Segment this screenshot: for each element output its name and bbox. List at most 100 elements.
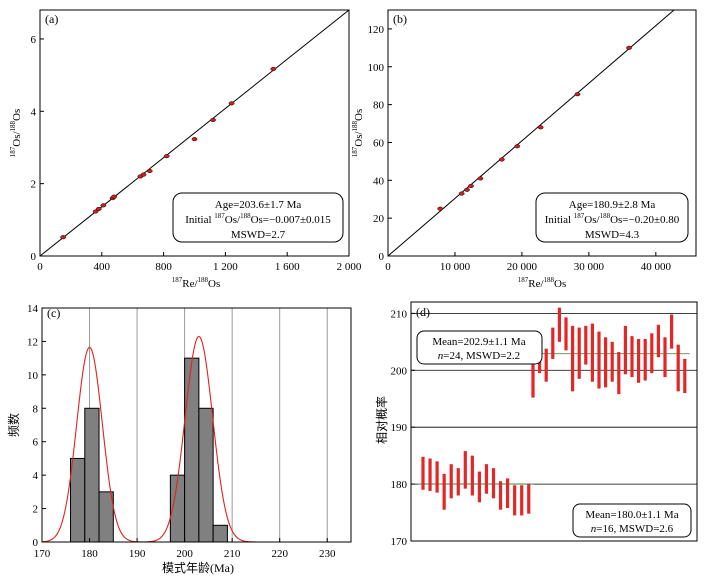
panel-b-x-axis-label: 187Re/188Os xyxy=(518,276,567,290)
panel-d-error-bar xyxy=(670,314,674,349)
panel-d-error-bar xyxy=(435,461,439,493)
panel-d-error-bar xyxy=(637,338,641,383)
panel-a-isochron-line xyxy=(39,9,350,257)
panel-d-error-bar xyxy=(477,471,481,503)
panel-d-y-tick-label: 190 xyxy=(391,422,408,434)
panel-c-bar xyxy=(198,407,214,543)
panel-a-y-axis-label: 187Os/188Os xyxy=(9,109,23,158)
pa-point xyxy=(140,172,147,177)
panel-d-error-bar xyxy=(551,327,555,359)
panel-c-x-tick-label: 230 xyxy=(319,548,336,560)
panel-a-x-axis-label: 187Re/188Os xyxy=(172,276,221,290)
pa-y-tick-label: 4 xyxy=(31,106,37,118)
pb-point xyxy=(468,183,474,189)
pb-x-tick-label: 10 000 xyxy=(440,261,471,273)
svg-text:Initial 187Os/188Os=−0.20±0.80: Initial 187Os/188Os=−0.20±0.80 xyxy=(545,212,680,226)
pb-y-tick-label: 80 xyxy=(373,100,385,112)
panel-d-error-bar xyxy=(683,358,687,394)
panel-d-annotation-lower: Mean=180.0±1.1 Ma n=16, MSWD=2.6 xyxy=(572,503,692,538)
panel-a-annotation: Age=203.6±1.7 Ma Initial 187Os/188Os=−0.… xyxy=(172,192,344,243)
panel-d-mean-lines xyxy=(418,353,690,485)
pa-x-tick-label: 0 xyxy=(37,261,43,273)
panel-d-error-bar xyxy=(544,348,548,382)
panel-b-annotation: Age=180.9±2.8 Ma Initial 187Os/188Os=−0.… xyxy=(535,192,689,243)
panel-c-bars xyxy=(70,357,228,543)
pb-y-tick-label: 120 xyxy=(368,24,385,36)
pb-point xyxy=(574,92,581,97)
pa-point xyxy=(146,168,153,174)
svg-text:MSWD=4.3: MSWD=4.3 xyxy=(585,229,640,241)
panel-c-y-tick-label: 14 xyxy=(27,303,39,315)
svg-text:MSWD=2.7: MSWD=2.7 xyxy=(231,229,286,241)
panel-d-error-bar xyxy=(617,352,621,395)
panel-d-error-bar xyxy=(571,325,575,392)
panel-c-y-tick-labels: 0 2 4 6 8 10 12 14 xyxy=(27,303,39,549)
pa-y-tick-label: 2 xyxy=(31,179,37,191)
pa-point xyxy=(163,154,170,159)
panel-c-bar xyxy=(184,357,200,543)
panel-d-error-bar xyxy=(584,325,588,365)
panel-c-y-tick-label: 4 xyxy=(33,470,39,482)
panel-d-y-tick-label: 210 xyxy=(391,308,408,320)
pb-point xyxy=(537,125,544,130)
panel-c-label: (c) xyxy=(47,306,60,320)
svg-text:Mean=180.0±1.1 Ma: Mean=180.0±1.1 Ma xyxy=(585,509,678,521)
panel-d-error-bars xyxy=(421,307,687,516)
panel-d-error-bar xyxy=(449,464,453,499)
panel-c-x-tick-labels: 170 180 190 200 210 220 230 xyxy=(34,548,336,560)
panel-d-y-tick-label: 170 xyxy=(391,536,408,548)
panel-d-error-bar xyxy=(484,464,489,494)
pb-point xyxy=(514,144,521,149)
pb-point xyxy=(477,176,484,181)
svg-text:Age=203.6±1.7 Ma: Age=203.6±1.7 Ma xyxy=(215,199,302,211)
pa-point xyxy=(228,101,235,106)
panel-a-label: (a) xyxy=(45,12,58,26)
panel-b-label: (b) xyxy=(393,12,407,26)
panel-a-points xyxy=(60,66,277,240)
panel-c-y-tick-label: 12 xyxy=(27,336,38,348)
pa-point xyxy=(210,117,216,123)
panel-b-isochron-line xyxy=(387,9,675,257)
panel-c-y-tick-label: 8 xyxy=(33,403,39,415)
panel-c-x-tick-label: 210 xyxy=(224,548,241,560)
panel-a-frame xyxy=(39,9,350,257)
panel-d-error-bar xyxy=(491,468,496,499)
pa-point xyxy=(100,203,107,208)
pa-point xyxy=(60,235,67,240)
panel-d-error-bar xyxy=(442,473,446,510)
pb-point xyxy=(626,45,632,50)
panel-c-bar xyxy=(84,407,100,543)
pb-point xyxy=(464,187,470,192)
panel-c-bar xyxy=(70,457,86,543)
pa-point xyxy=(270,66,277,72)
panel-d-error-bar xyxy=(531,364,535,398)
panel-d-error-bar xyxy=(456,468,460,496)
pa-x-tick-label: 800 xyxy=(155,261,172,273)
panel-c-x-tick-label: 190 xyxy=(129,548,146,560)
panel-c-y-axis-label: 频数 xyxy=(6,413,21,437)
panel-d-y-tick-labels: 170 180 190 200 210 xyxy=(391,308,408,548)
pa-x-tick-label: 1 200 xyxy=(213,261,238,273)
panel-b-y-tick-labels: 0 20 40 60 80 100 120 xyxy=(368,24,385,263)
pa-point xyxy=(111,194,118,199)
svg-text:Age=180.9±2.8 Ma: Age=180.9±2.8 Ma xyxy=(569,199,656,211)
pb-x-tick-label: 0 xyxy=(385,261,391,273)
panel-d-error-bar xyxy=(663,337,667,378)
panel-d-error-bar xyxy=(506,478,510,508)
panel-b-y-axis-label: 187Os/188Os xyxy=(351,109,365,158)
panel-c: (c) 170 180 190 200 210 220 230 0 2 4 6 8 10 12 14 模式… xyxy=(6,303,352,575)
panel-d-error-bar xyxy=(604,337,608,388)
panel-d-ticks xyxy=(411,312,415,542)
panel-d-error-bar xyxy=(643,338,647,381)
panel-d-error-bar xyxy=(498,481,503,510)
panel-b: (b) 0 10 000 20 000 30 000 40 000 0 20 40 60 80 1… xyxy=(351,9,697,290)
panel-c-frame xyxy=(41,307,352,543)
panel-d-y-tick-label: 200 xyxy=(391,365,408,377)
svg-text:Mean=202.9±1.1 Ma: Mean=202.9±1.1 Ma xyxy=(432,336,525,348)
pb-y-tick-label: 60 xyxy=(373,137,385,149)
pa-x-tick-label: 2 000 xyxy=(337,261,362,273)
pa-x-tick-label: 1 600 xyxy=(275,261,300,273)
panel-c-bar xyxy=(98,491,114,543)
pb-x-tick-label: 20 000 xyxy=(507,261,538,273)
